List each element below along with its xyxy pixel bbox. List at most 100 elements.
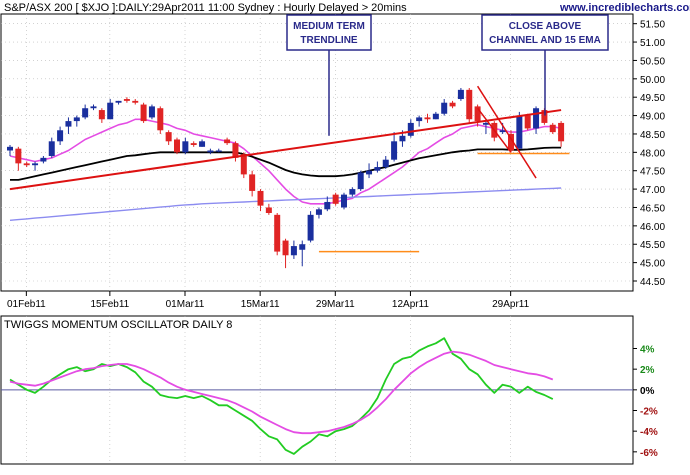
candle-body — [7, 146, 13, 151]
candle-body — [207, 150, 214, 153]
price-tick-label: 45.00 — [640, 259, 665, 270]
osc-tick-label: 2% — [640, 365, 655, 376]
candle-body — [265, 207, 272, 213]
candle-body — [482, 122, 489, 125]
oscillator-title: TWIGGS MOMENTUM OSCILLATOR DAILY 8 — [4, 319, 232, 331]
candle-body — [499, 130, 506, 133]
candle-body — [382, 159, 389, 168]
candle-body — [558, 122, 565, 142]
price-tick-label: 49.50 — [640, 93, 665, 104]
candle-body — [324, 201, 331, 210]
candle-body — [299, 244, 306, 250]
price-tick-label: 47.00 — [640, 185, 665, 196]
channel-label-box: CLOSE ABOVE CHANNEL AND 15 EMA — [481, 14, 609, 51]
candle-body — [157, 108, 164, 131]
price-tick-label: 49.00 — [640, 112, 665, 123]
candle-body — [140, 104, 147, 122]
ema-long-line — [10, 146, 562, 181]
candle-body — [341, 194, 347, 208]
candle-body — [449, 102, 456, 107]
candle-body — [533, 108, 540, 129]
candle-body — [232, 143, 239, 158]
candle-body — [391, 141, 398, 160]
date-tick-label: 12Apr11 — [392, 299, 430, 310]
trendline-line — [9, 109, 562, 191]
oscillator-layer — [1, 337, 633, 455]
candle-body — [432, 113, 439, 120]
candle-body — [224, 139, 231, 144]
candle-body — [57, 130, 64, 142]
price-tick-label: 44.50 — [640, 277, 665, 288]
candle-body — [215, 150, 222, 152]
annotation-layer — [9, 50, 570, 253]
osc-tick-label: -2% — [640, 407, 658, 418]
candle-body — [15, 148, 22, 164]
trendline-label-box: MEDIUM TERM TRENDLINE — [286, 14, 372, 51]
candle-body — [290, 246, 297, 256]
candle-body — [474, 106, 481, 122]
candle-body — [90, 106, 97, 109]
candle-body — [32, 163, 39, 166]
axis-layer: 44.50 45.00 45.50 46.00 46.50 47.00 47.50 48.00… — [7, 20, 665, 459]
candle-body — [249, 174, 256, 191]
candle-body — [416, 117, 423, 122]
price-tick-label: 51.50 — [640, 20, 665, 31]
price-tick-label: 46.00 — [640, 222, 665, 233]
price-tick-label: 50.50 — [640, 56, 665, 67]
candle-body — [349, 189, 356, 195]
candle-body — [240, 154, 247, 175]
candle-body — [549, 124, 556, 133]
candle-body — [174, 139, 180, 153]
candle-body — [374, 167, 381, 171]
candle-body — [524, 115, 531, 129]
momentum-line — [9, 337, 554, 455]
candle-body — [40, 157, 47, 162]
channel-line — [476, 85, 537, 179]
candle-body — [407, 122, 414, 136]
date-tick-label: 29Apr11 — [492, 299, 530, 310]
candle-body — [457, 89, 464, 100]
candle-body — [307, 214, 314, 241]
candle-body — [82, 108, 89, 118]
signal-line — [9, 350, 554, 435]
date-tick-label: 15Mar11 — [241, 299, 280, 310]
candle-body — [357, 172, 364, 190]
candle-body — [107, 102, 114, 120]
candle-body — [332, 194, 339, 204]
date-tick-label: 29Mar11 — [316, 299, 355, 310]
candle-body — [282, 240, 289, 256]
date-tick-label: 15Feb11 — [90, 299, 129, 310]
candle-body — [48, 141, 55, 157]
candle-body — [73, 117, 80, 122]
chart-title: S&P/ASX 200 [ $XJO ]:DAILY:29Apr2011 11:… — [4, 2, 407, 14]
candle-body — [274, 214, 281, 252]
price-tick-label: 51.00 — [640, 38, 665, 49]
candle-body — [466, 89, 473, 120]
candle-body — [65, 121, 72, 127]
candle-body — [315, 209, 322, 215]
candle-body — [132, 100, 139, 103]
channel-line — [477, 107, 512, 153]
trendline-label-line1: MEDIUM TERM — [293, 21, 365, 32]
price-tick-label: 47.50 — [640, 167, 665, 178]
candle-body — [115, 100, 122, 103]
trendline-label-line2: TRENDLINE — [300, 35, 358, 46]
candle-body — [165, 132, 172, 142]
candle-body — [424, 117, 431, 120]
candle-body — [441, 102, 448, 114]
candle-body — [190, 143, 197, 145]
candle-body — [148, 106, 155, 118]
osc-tick-label: 4% — [640, 345, 655, 356]
candle-body — [541, 110, 548, 123]
candle-body — [399, 135, 406, 142]
candle-body — [257, 190, 264, 206]
price-tick-label: 45.50 — [640, 240, 665, 251]
price-tick-label: 48.00 — [640, 148, 665, 159]
osc-tick-label: -4% — [640, 427, 658, 438]
candle-body — [123, 99, 130, 101]
osc-tick-label: 0% — [640, 386, 655, 397]
candle-body — [199, 141, 206, 147]
ma-slow-line — [9, 187, 562, 221]
